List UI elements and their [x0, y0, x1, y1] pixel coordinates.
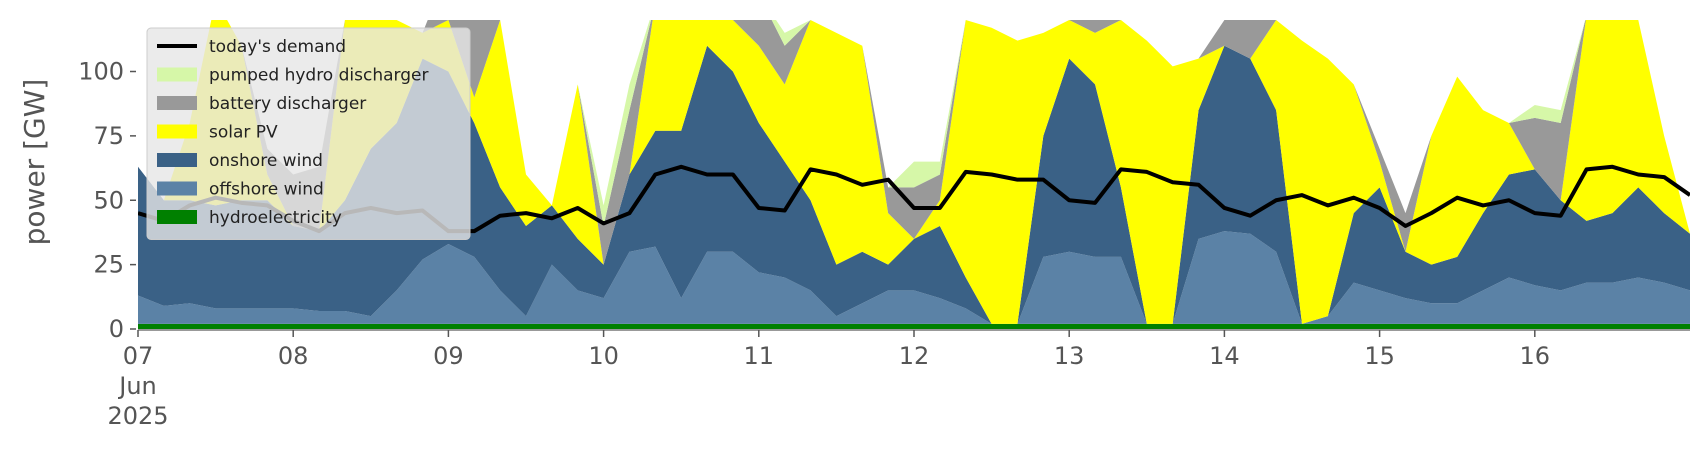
x-tick-label: 08 [277, 342, 309, 370]
legend: today's demand pumped hydro discharger bat… [146, 27, 471, 240]
legend-swatch [157, 124, 197, 139]
x-tick-label: 13 [1053, 342, 1085, 370]
y-axis-label: power [GW] [18, 79, 51, 246]
x-tick-label: 10 [588, 342, 619, 370]
area [138, 323, 1690, 329]
legend-label: battery discharger [209, 94, 366, 114]
legend-label: today's demand [209, 37, 346, 57]
y-tick-label: 0 [109, 315, 124, 343]
x-tick-label: 09 [433, 342, 464, 370]
y-tick-label: 50 [93, 186, 124, 214]
x-tick-label: 15 [1364, 342, 1395, 370]
area [138, 20, 1690, 265]
y-tick-label: 75 [93, 122, 124, 150]
legend-label: hydroelectricity [209, 208, 342, 228]
legend-box [146, 27, 471, 240]
legend-swatch [157, 153, 197, 167]
legend-swatch [157, 67, 197, 82]
area [138, 231, 1690, 324]
y-tick-label: 25 [93, 251, 124, 279]
x-tick-label: 14 [1209, 342, 1240, 370]
legend-swatch [157, 96, 197, 110]
legend-label: offshore wind [209, 180, 324, 200]
axes: 0 25 50 75 100 [78, 58, 1690, 343]
legend-swatch [157, 210, 197, 224]
area [138, 20, 1690, 324]
area [138, 45, 1690, 324]
x-tick-label: 12 [898, 342, 930, 370]
legend-label: solar PV [209, 123, 278, 143]
x-tick-label: 11 [743, 342, 775, 370]
x-tick-label: 16 [1519, 342, 1551, 370]
y-tick-label: 100 [78, 58, 124, 86]
legend-label: pumped hydro discharger [209, 66, 428, 86]
x-tick-label: 07 Jun 2025 [107, 342, 169, 430]
legend-swatch [157, 181, 197, 196]
legend-label: onshore wind [209, 151, 323, 171]
